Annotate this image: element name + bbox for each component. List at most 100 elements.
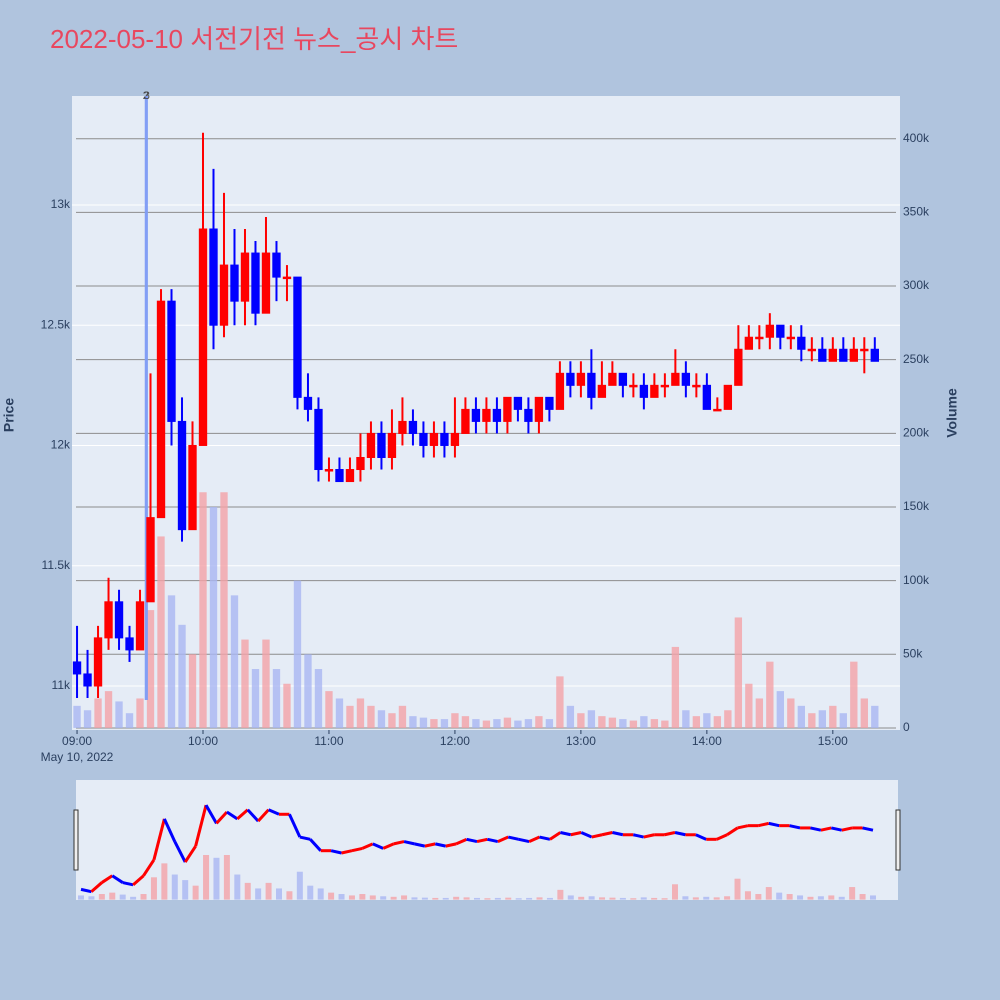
- slider-segment: [351, 846, 363, 853]
- volume-bar: [178, 624, 186, 728]
- slider-volume-bar: [682, 896, 689, 900]
- volume-bar: [524, 719, 533, 728]
- candle-body: [650, 384, 659, 398]
- slider-handle[interactable]: [73, 809, 79, 871]
- slider-segment: [810, 826, 822, 832]
- slider-segment: [246, 808, 260, 823]
- slider-segment: [330, 849, 342, 855]
- slider-volume-bar: [432, 897, 439, 900]
- volume-bar: [346, 705, 354, 728]
- y-tick-label: 11k: [52, 678, 71, 692]
- slider-segment: [267, 808, 280, 816]
- slider-segment: [695, 833, 707, 841]
- slider-handle[interactable]: [895, 809, 901, 871]
- slider-volume-bar: [380, 896, 387, 900]
- y-tick-label: 12.5k: [41, 317, 71, 331]
- slider-volume-bar: [275, 888, 282, 900]
- volume-bar: [94, 698, 102, 728]
- candle-body: [272, 252, 281, 278]
- candle-body: [524, 408, 533, 422]
- candle-body: [188, 444, 197, 531]
- slider-volume-bar: [567, 895, 574, 900]
- volume-bar: [745, 683, 753, 728]
- slider-segment: [80, 887, 92, 894]
- volume-bar: [73, 705, 81, 728]
- slider-segment: [236, 808, 249, 820]
- slider-segment: [632, 833, 645, 839]
- slider-segment: [560, 831, 572, 837]
- slider-volume-bar: [515, 898, 522, 900]
- candle-body: [146, 517, 155, 603]
- slider-volume-bar: [338, 894, 345, 900]
- slider-segment: [152, 818, 166, 861]
- slider-volume-bar: [557, 889, 564, 900]
- slider-segment: [215, 810, 229, 825]
- volume-bar: [419, 717, 428, 728]
- slider-segment: [163, 818, 177, 843]
- y2-tick-label: 0: [903, 720, 910, 734]
- y-tick-label: 12k: [51, 438, 71, 452]
- volume-bar: [314, 669, 323, 728]
- candle-body: [461, 408, 470, 434]
- slider-segment: [758, 821, 770, 828]
- candle-body: [786, 336, 796, 340]
- candle-body: [156, 300, 166, 519]
- candle-body: [870, 348, 879, 362]
- candle-body: [93, 637, 103, 687]
- volume-bar: [125, 713, 134, 728]
- slider-volume-bar: [807, 896, 814, 900]
- candle-body: [429, 432, 439, 446]
- slider-volume-bar: [640, 897, 647, 900]
- slider-volume-bar: [98, 894, 105, 900]
- slider-segment: [226, 810, 239, 821]
- slider-volume-bar: [359, 894, 366, 900]
- candle-body: [576, 372, 586, 386]
- candle-body: [618, 372, 628, 386]
- volume-bar: [661, 720, 669, 728]
- volume-bar: [640, 716, 648, 728]
- slider-volume-bar: [411, 897, 418, 900]
- candle-body: [345, 469, 355, 483]
- slider-segment: [257, 808, 270, 823]
- slider-segment: [111, 874, 124, 884]
- volume-bar: [209, 506, 218, 728]
- slider-segment: [90, 881, 103, 893]
- slider-volume-bar: [255, 888, 262, 900]
- volume-bar: [503, 717, 512, 728]
- volume-bar: [83, 710, 92, 728]
- y2-tick-label: 300k: [903, 278, 930, 292]
- slider-volume-bar: [192, 885, 199, 900]
- candle-body: [828, 348, 837, 362]
- volume-bar: [629, 720, 638, 728]
- slider-segment: [841, 826, 853, 832]
- slider-segment: [288, 813, 302, 838]
- volume-bar: [115, 701, 123, 728]
- slider-segment: [455, 837, 468, 846]
- volume-bar: [566, 705, 575, 728]
- candle-body: [83, 673, 92, 687]
- candle-body: [597, 384, 607, 398]
- slider-segment: [664, 831, 676, 837]
- slider-volume-bar: [536, 897, 543, 900]
- x-tick-label: 11:00: [314, 734, 343, 748]
- candle-body: [219, 264, 229, 326]
- volume-bar: [482, 720, 491, 728]
- candle-body: [408, 420, 418, 434]
- candle-body: [135, 601, 145, 651]
- volume-bar: [262, 639, 270, 728]
- slider-volume-bar: [786, 894, 793, 900]
- slider-segment: [549, 831, 562, 841]
- slider-volume-bar: [328, 892, 335, 900]
- volume-bar: [472, 719, 480, 728]
- slider-volume-bar: [797, 895, 804, 900]
- volume-bar: [283, 683, 291, 728]
- slider-volume-bar: [817, 896, 824, 900]
- slider-volume-bar: [234, 874, 241, 900]
- volume-bar: [388, 713, 396, 728]
- slider-segment: [497, 835, 509, 843]
- candle-body: [198, 228, 208, 446]
- candle-body: [356, 456, 365, 471]
- slider-volume-bar: [588, 896, 595, 900]
- candle-body: [513, 396, 523, 410]
- x-tick-label: 14:00: [692, 734, 722, 748]
